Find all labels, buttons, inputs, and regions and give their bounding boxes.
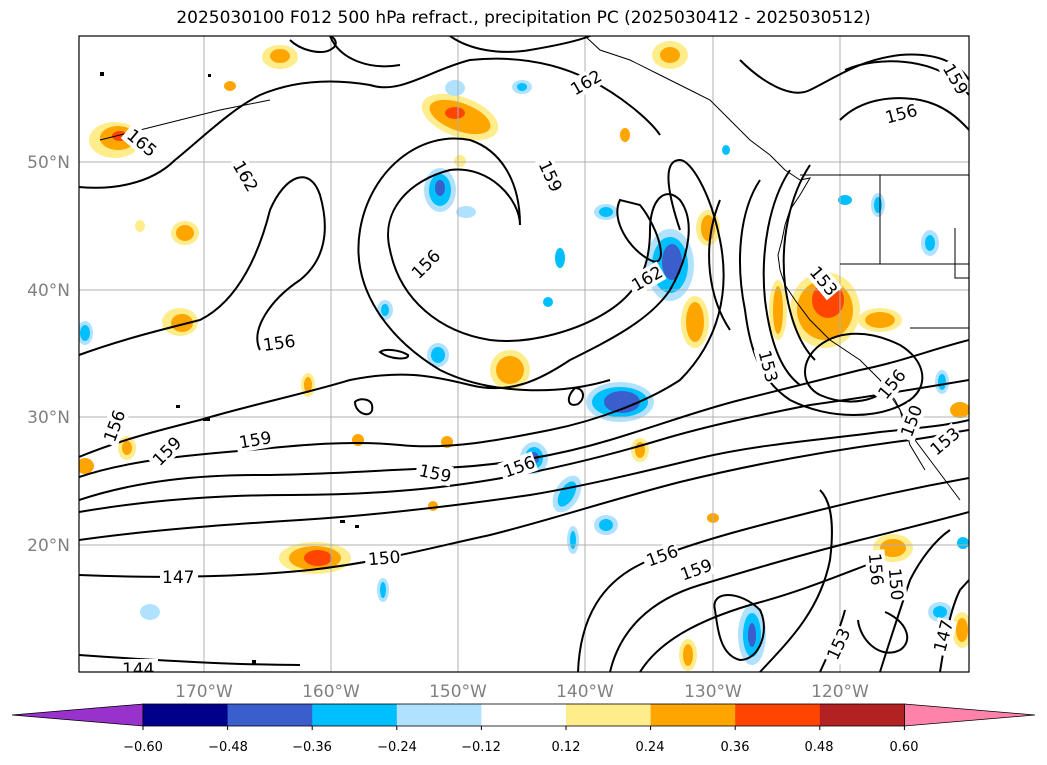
contour-label: 150 — [367, 548, 401, 571]
lon-label: 130°W — [684, 682, 742, 702]
lon-label: 150°W — [429, 682, 487, 702]
colorbar-frame — [142, 703, 905, 727]
colorbar-segment — [481, 704, 567, 726]
lon-label: 170°W — [175, 682, 233, 702]
graticule — [79, 36, 969, 672]
lat-label: 40°N — [27, 281, 70, 301]
contour-label: 144 — [122, 660, 154, 680]
coastlines — [99, 36, 969, 501]
map-frame — [78, 35, 970, 673]
longitude-labels: 170°W 160°W 150°W 140°W 130°W 120°W — [175, 682, 869, 702]
islands — [100, 72, 359, 664]
colorbar-segment — [396, 704, 482, 726]
colorbar-tick-label: 0.24 — [636, 740, 665, 755]
latitude-labels: 50°N 40°N 30°N 20°N — [27, 153, 70, 556]
colorbar-segment — [312, 704, 398, 726]
colorbar-extend-min — [11, 703, 144, 727]
colorbar-segment — [735, 704, 821, 726]
colorbar-tick-label: 0.48 — [805, 740, 834, 755]
contour-label: 156 — [864, 552, 887, 586]
colorbar-extend-max — [904, 703, 1036, 727]
colorbar-segment — [143, 704, 229, 726]
colorbar-tick-label: 0.12 — [552, 740, 581, 755]
lon-label: 120°W — [811, 682, 869, 702]
contour-label: 147 — [162, 568, 194, 588]
colorbar-tick-label: −0.36 — [292, 740, 332, 755]
map-title: 2025030100 F012 500 hPa refract., precip… — [176, 8, 871, 28]
colorbar-segment — [650, 704, 736, 726]
map-panel: 165 162 162 159 162 156 156 159 156 156 … — [79, 36, 969, 680]
colorbar-tick-label: −0.60 — [123, 740, 163, 755]
colorbar-tick-label: −0.12 — [461, 740, 501, 755]
precip-shading — [79, 41, 969, 671]
colorbar-tick-label: 0.36 — [721, 740, 750, 755]
colorbar-segment — [227, 704, 313, 726]
contour-label: 150 — [884, 567, 907, 601]
colorbar — [11, 703, 1036, 730]
lat-label: 30°N — [27, 408, 70, 428]
colorbar-tick-label: −0.24 — [377, 740, 417, 755]
lat-label: 50°N — [27, 153, 70, 173]
colorbar-segment — [819, 704, 905, 726]
colorbar-segment — [566, 704, 652, 726]
lon-label: 140°W — [556, 682, 614, 702]
colorbar-tick-label: 0.60 — [890, 740, 919, 755]
colorbar-tick-labels: −0.60 −0.48 −0.36 −0.24 −0.12 0.12 0.24 … — [123, 740, 918, 755]
lon-label: 160°W — [302, 682, 360, 702]
lat-label: 20°N — [27, 536, 70, 556]
contour-label: 156 — [262, 332, 297, 356]
colorbar-tick-label: −0.48 — [208, 740, 248, 755]
